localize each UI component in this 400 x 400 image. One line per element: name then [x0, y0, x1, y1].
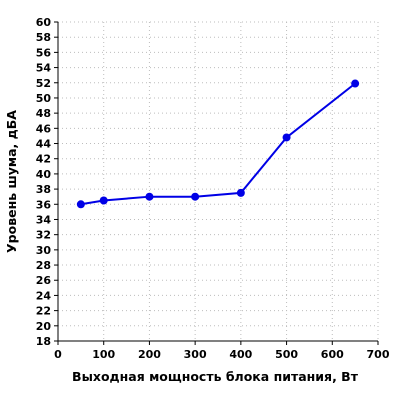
- y-tick-label: 28: [36, 259, 51, 272]
- axes: 0 100 200 300 400 500 600 700 18 20 22 24 26 28 30 32 34…: [36, 16, 390, 361]
- y-axis-title: Уровень шума, дБА: [4, 110, 19, 253]
- y-tick-label: 54: [36, 62, 52, 75]
- y-tick-label: 52: [36, 77, 51, 90]
- x-tick-label: 0: [54, 348, 62, 361]
- y-tick-label: 44: [36, 138, 52, 151]
- grid: [58, 21, 379, 341]
- x-tick-label: 500: [275, 348, 298, 361]
- y-tick-label: 42: [36, 153, 51, 166]
- y-tick-label: 38: [36, 183, 51, 196]
- y-tick-label: 24: [36, 289, 52, 302]
- y-tick-label: 36: [36, 198, 52, 211]
- y-tick-label: 30: [36, 244, 52, 257]
- x-tick-label: 100: [92, 348, 115, 361]
- y-tick-label: 32: [36, 229, 51, 242]
- y-tick-label: 46: [36, 122, 52, 135]
- x-axis-title: Выходная мощность блока питания, Вт: [72, 369, 359, 384]
- data-point: [282, 133, 291, 142]
- x-tick-label: 200: [138, 348, 161, 361]
- data-point: [99, 196, 108, 205]
- y-tick-label: 48: [36, 107, 51, 120]
- data-point: [191, 192, 200, 201]
- x-tick-label: 700: [367, 348, 390, 361]
- y-tick-label: 58: [36, 31, 51, 44]
- y-tick-label: 60: [36, 16, 52, 29]
- data-point: [145, 192, 154, 201]
- y-tick-label: 26: [36, 274, 52, 287]
- y-tick-label: 50: [36, 92, 52, 105]
- y-tick-label: 22: [36, 305, 51, 318]
- data-point: [76, 200, 85, 209]
- x-tick-label: 600: [321, 348, 344, 361]
- y-tick-label: 18: [36, 335, 51, 348]
- series: [76, 79, 360, 209]
- data-point: [351, 79, 360, 88]
- y-tick-label: 56: [36, 46, 52, 59]
- y-tick-label: 34: [36, 213, 52, 226]
- y-tick-label: 40: [36, 168, 52, 181]
- y-tick-label: 20: [36, 320, 52, 333]
- x-tick-label: 300: [184, 348, 207, 361]
- data-point: [236, 188, 245, 197]
- x-tick-label: 400: [229, 348, 252, 361]
